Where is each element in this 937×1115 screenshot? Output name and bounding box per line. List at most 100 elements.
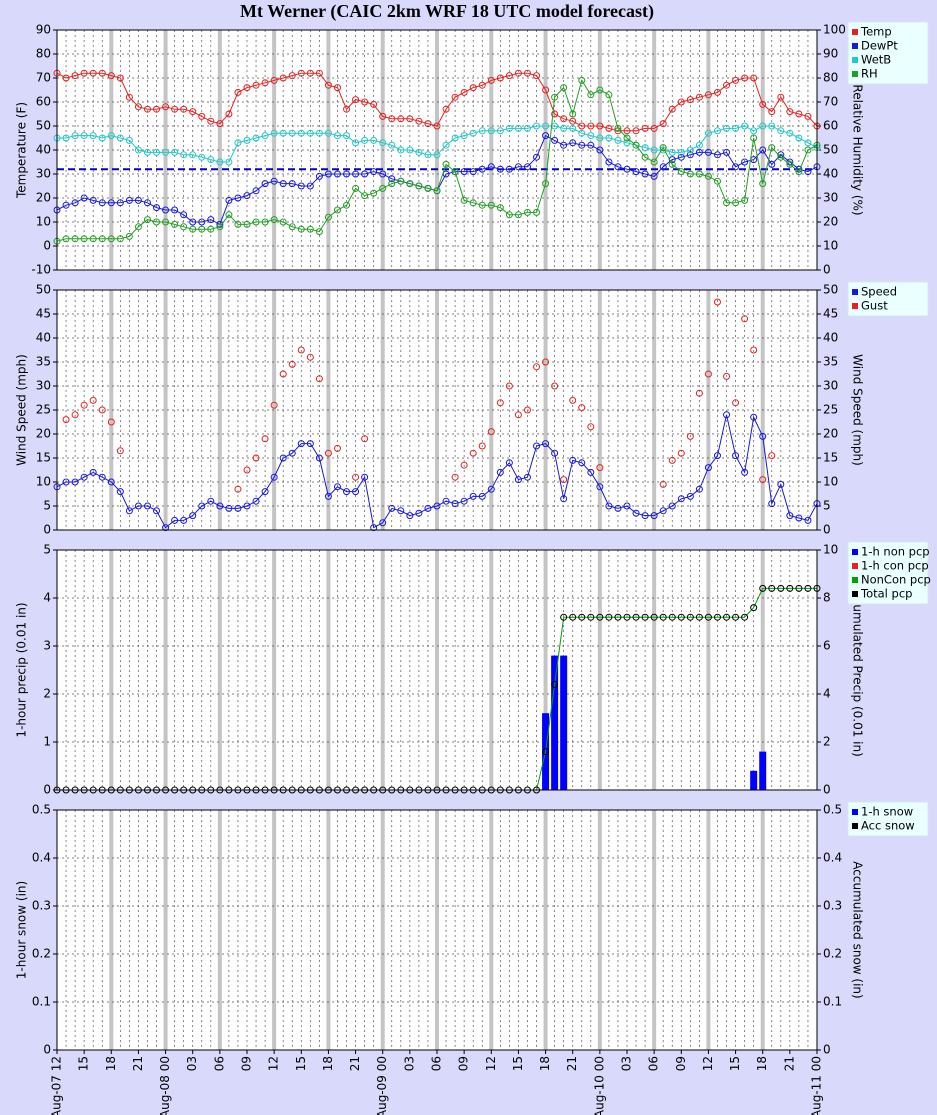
point — [777, 153, 785, 161]
point — [433, 122, 441, 130]
bar — [750, 770, 758, 790]
point — [252, 187, 260, 195]
point — [180, 211, 188, 219]
point — [741, 122, 749, 130]
point — [460, 497, 468, 505]
point — [324, 81, 332, 89]
point — [596, 86, 604, 94]
point — [713, 127, 721, 135]
point — [614, 613, 622, 621]
point — [460, 168, 468, 176]
y2-tick-label: 45 — [823, 307, 838, 321]
point — [605, 124, 613, 132]
point — [62, 74, 70, 82]
y-tick-label: 3 — [43, 639, 51, 653]
point — [297, 346, 305, 354]
point — [116, 447, 124, 455]
y2-tick-label: 0 — [823, 263, 831, 277]
point — [542, 748, 550, 756]
point — [596, 134, 604, 142]
legend-swatch — [852, 577, 858, 583]
point — [723, 613, 731, 621]
point — [333, 206, 341, 214]
point — [741, 196, 749, 204]
point — [125, 196, 133, 204]
point — [614, 136, 622, 144]
series-line — [56, 72, 818, 132]
point — [587, 122, 595, 130]
point — [632, 613, 640, 621]
y2-tick-label: 2 — [823, 735, 831, 749]
point — [641, 512, 649, 520]
point — [587, 141, 595, 149]
point — [551, 93, 559, 101]
point — [134, 502, 142, 510]
point — [460, 196, 468, 204]
y-tick-label: 50 — [36, 283, 51, 297]
point — [533, 208, 541, 216]
point — [614, 163, 622, 171]
legend-swatch — [852, 29, 858, 35]
y2-tick-label: 0.4 — [823, 851, 842, 865]
point — [777, 127, 785, 135]
point — [587, 91, 595, 99]
point — [333, 170, 341, 178]
x-tick-label: 18 — [104, 1056, 118, 1071]
point — [768, 108, 776, 116]
point — [677, 495, 685, 503]
y2-tick-label: 0.2 — [823, 947, 842, 961]
point — [505, 382, 513, 390]
y2-tick-label: 20 — [823, 427, 838, 441]
point — [641, 153, 649, 161]
point — [514, 69, 522, 77]
point — [306, 225, 314, 233]
point — [324, 492, 332, 500]
y-tick-label: 0.1 — [32, 995, 51, 1009]
point — [62, 134, 70, 142]
point — [180, 151, 188, 159]
point — [116, 199, 124, 207]
point — [234, 139, 242, 147]
point — [315, 375, 323, 383]
point — [623, 613, 631, 621]
y2-axis-label: Wind Speed (mph) — [851, 354, 865, 466]
point — [89, 468, 97, 476]
x-tick-label: Aug-10 00 — [592, 1056, 606, 1115]
point — [768, 122, 776, 130]
point — [279, 74, 287, 82]
y-axis-label: Wind Speed (mph) — [15, 354, 29, 466]
point — [768, 500, 776, 508]
point — [71, 411, 79, 419]
point — [686, 96, 694, 104]
point — [370, 100, 378, 108]
point — [786, 160, 794, 168]
y2-tick-label: 0 — [823, 523, 831, 537]
point — [741, 74, 749, 82]
legend-swatch — [852, 71, 858, 77]
y2-tick-label: 25 — [823, 403, 838, 417]
point — [62, 235, 70, 243]
point — [723, 411, 731, 419]
point — [225, 196, 233, 204]
point — [324, 170, 332, 178]
y2-tick-label: 30 — [823, 379, 838, 393]
point — [424, 120, 432, 128]
point — [243, 136, 251, 144]
point — [469, 129, 477, 137]
point — [677, 98, 685, 106]
point — [279, 370, 287, 378]
bar — [551, 655, 559, 790]
point — [107, 478, 115, 486]
point — [686, 613, 694, 621]
point — [125, 232, 133, 240]
point — [406, 180, 414, 188]
point — [433, 502, 441, 510]
point — [533, 153, 541, 161]
point — [98, 134, 106, 142]
point — [578, 459, 586, 467]
y-tick-label: 40 — [36, 331, 51, 345]
point — [243, 84, 251, 92]
point — [225, 110, 233, 118]
point — [297, 225, 305, 233]
point — [777, 480, 785, 488]
